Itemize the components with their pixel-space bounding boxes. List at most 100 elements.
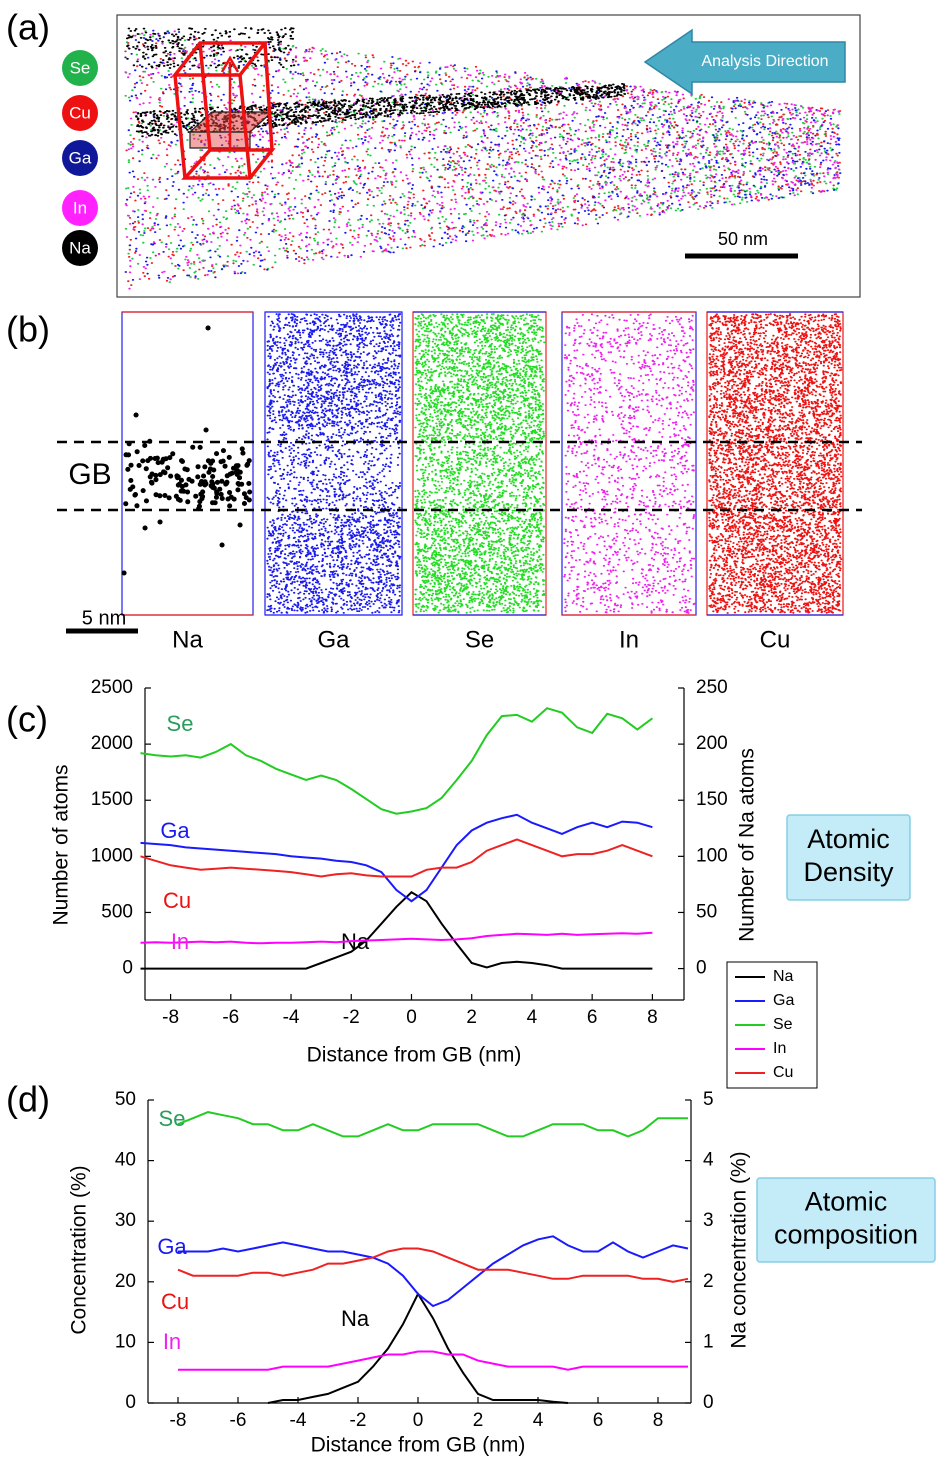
y-tick-label: 2000 bbox=[91, 733, 133, 754]
series-line bbox=[178, 1235, 689, 1308]
y-tick-label: 2500 bbox=[91, 677, 133, 698]
x-tick-label: 2 bbox=[466, 1007, 477, 1028]
x-axis-title: Distance from GB (nm) bbox=[307, 1044, 522, 1067]
element-label: Na bbox=[69, 238, 91, 257]
series-line bbox=[140, 931, 653, 945]
callout-box bbox=[756, 1177, 936, 1263]
y2-tick-label: 0 bbox=[696, 958, 707, 979]
series-line bbox=[177, 1111, 688, 1138]
callout-text: composition bbox=[774, 1220, 918, 1250]
scale-bar-label: 50 nm bbox=[718, 229, 768, 249]
x-tick-label: -4 bbox=[290, 1410, 307, 1431]
element-badge bbox=[62, 230, 98, 266]
panel-label: (c) bbox=[6, 699, 48, 740]
x-tick-label: 4 bbox=[527, 1007, 538, 1028]
series-label: Cu bbox=[161, 1289, 189, 1314]
atom-dots bbox=[266, 313, 402, 614]
x-axis-title: Distance from GB (nm) bbox=[311, 1434, 526, 1457]
callout-box bbox=[786, 814, 911, 901]
series-label: Se bbox=[167, 711, 194, 736]
y-tick-label: 40 bbox=[115, 1150, 136, 1171]
y-tick-label: 1000 bbox=[91, 845, 133, 866]
panel-label: (a) bbox=[6, 7, 50, 48]
y2-tick-label: 5 bbox=[703, 1089, 714, 1110]
callout-text: Atomic bbox=[805, 1187, 888, 1217]
y2-axis-title: Number of Na atoms bbox=[736, 748, 759, 942]
x-tick-label: -2 bbox=[343, 1007, 360, 1028]
callout-text: Density bbox=[803, 857, 894, 887]
panel-label: (d) bbox=[6, 1079, 50, 1120]
atom-dots bbox=[708, 313, 843, 614]
y-tick-label: 20 bbox=[115, 1271, 136, 1292]
legend-label: Cu bbox=[773, 1064, 793, 1081]
element-label: In bbox=[73, 198, 87, 217]
panel-label: (b) bbox=[6, 309, 50, 350]
y2-tick-label: 0 bbox=[703, 1392, 714, 1413]
x-tick-label: -6 bbox=[230, 1410, 247, 1431]
series-label: Na bbox=[341, 1306, 370, 1331]
panel-frame bbox=[116, 14, 861, 298]
y-tick-label: 500 bbox=[101, 901, 133, 922]
element-badge bbox=[62, 140, 98, 176]
box-edge bbox=[198, 42, 212, 151]
y2-tick-label: 4 bbox=[703, 1150, 714, 1171]
y2-tick-label: 50 bbox=[696, 901, 717, 922]
callout-text: Atomic bbox=[807, 824, 890, 854]
series-line bbox=[267, 1291, 569, 1404]
atom-map bbox=[124, 27, 842, 290]
y-tick-label: 1500 bbox=[91, 789, 133, 810]
scale-bar-label: 5 nm bbox=[82, 607, 126, 629]
analysis-box bbox=[171, 41, 276, 180]
x-tick-label: 8 bbox=[653, 1410, 664, 1431]
boundary-label: GB bbox=[68, 458, 111, 491]
column-label: In bbox=[619, 626, 639, 653]
element-label: Ga bbox=[69, 148, 92, 167]
element-label: Cu bbox=[69, 103, 91, 122]
series-label: Ga bbox=[157, 1234, 187, 1259]
x-tick-label: 4 bbox=[533, 1410, 544, 1431]
y2-tick-label: 200 bbox=[696, 733, 728, 754]
x-tick-label: -8 bbox=[170, 1410, 187, 1431]
column-label: Se bbox=[465, 626, 494, 653]
series-label: In bbox=[163, 1329, 181, 1354]
element-badges: Se Cu Ga In Na bbox=[62, 50, 98, 266]
y2-tick-label: 3 bbox=[703, 1210, 714, 1231]
atom-dots bbox=[414, 313, 546, 614]
y-tick-label: 50 bbox=[115, 1089, 136, 1110]
y2-tick-label: 100 bbox=[696, 845, 728, 866]
analysis-arrow bbox=[643, 28, 846, 96]
x-tick-label: 6 bbox=[593, 1410, 604, 1431]
series-line bbox=[140, 891, 653, 970]
series-line bbox=[140, 838, 653, 878]
series-line bbox=[140, 813, 653, 903]
y-axis-title: Number of atoms bbox=[50, 764, 73, 925]
x-tick-label: 0 bbox=[413, 1410, 424, 1431]
box-edge bbox=[238, 74, 252, 179]
y2-tick-label: 2 bbox=[703, 1271, 714, 1292]
series-label: Cu bbox=[163, 888, 191, 913]
y2-tick-label: 1 bbox=[703, 1331, 714, 1352]
column-frame bbox=[121, 311, 254, 616]
element-label: Se bbox=[70, 58, 91, 77]
y2-tick-label: 150 bbox=[696, 789, 728, 810]
series-label: Ga bbox=[160, 818, 190, 843]
series-line bbox=[177, 1247, 689, 1283]
atom-dots bbox=[125, 27, 627, 138]
legend-label: Se bbox=[773, 1016, 793, 1033]
y-tick-label: 0 bbox=[122, 958, 133, 979]
legend-label: Ga bbox=[773, 992, 794, 1009]
box-edge bbox=[181, 148, 276, 180]
x-tick-label: -4 bbox=[283, 1007, 300, 1028]
y-axis-title: Concentration (%) bbox=[68, 1165, 91, 1334]
element-badge bbox=[62, 50, 98, 86]
x-tick-label: 6 bbox=[587, 1007, 598, 1028]
x-tick-label: 0 bbox=[406, 1007, 417, 1028]
y2-tick-label: 250 bbox=[696, 677, 728, 698]
series-label: In bbox=[171, 929, 189, 954]
atom-dots bbox=[124, 30, 841, 290]
arrow-label: Analysis Direction bbox=[701, 53, 828, 70]
atom-dots bbox=[563, 313, 696, 614]
x-tick-label: -2 bbox=[350, 1410, 367, 1431]
slice bbox=[189, 131, 251, 149]
